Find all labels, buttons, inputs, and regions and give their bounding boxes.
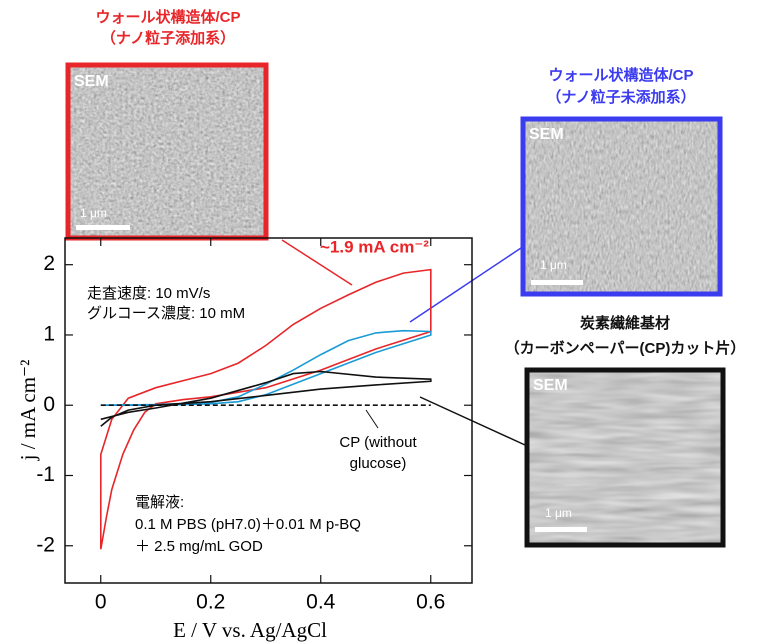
sem-panel: ウォール状構造体/CP （ナノ粒子添加系） SEM 1 μm <box>68 8 266 238</box>
peak-annotation: ~1.9 mA cm⁻² <box>320 237 429 256</box>
title: （ナノ粒子未添加系） <box>546 88 695 106</box>
sem-label: SEM <box>533 377 568 394</box>
sem-label: SEM <box>74 73 109 90</box>
sem-label: SEM <box>529 126 564 143</box>
scale-bar <box>531 280 583 285</box>
y-tick-label: -2 <box>36 533 55 556</box>
y-axis-label: j / mA cm⁻² <box>16 360 40 462</box>
scale-label: 1 μm <box>80 206 107 220</box>
scale-label: 1 μm <box>540 258 567 272</box>
annotation: CP (without <box>339 434 417 451</box>
scale-bar <box>76 225 130 230</box>
title: 炭素繊維基材 <box>580 314 670 332</box>
y-tick-label: 2 <box>43 252 55 275</box>
x-tick-label: 0.2 <box>196 591 225 614</box>
annotation: ＋ 2.5 mg/mL GOD <box>135 538 263 555</box>
connector <box>410 248 521 322</box>
sem-panel: 炭素繊維基材 （カーボンペーパー(CP)カット片） SEM 1 μm <box>505 314 746 545</box>
sem-panel: ウォール状構造体/CP （ナノ粒子未添加系） SEM 1 μm <box>523 66 720 294</box>
y-tick-label: 0 <box>43 393 55 416</box>
annotation: グルコース濃度: 10 mM <box>87 305 245 322</box>
y-tick-label: -1 <box>36 463 55 486</box>
connector <box>366 410 378 428</box>
annotation: glucose) <box>350 455 407 472</box>
x-tick-label: 0.4 <box>306 591 336 614</box>
x-tick-label: 0.6 <box>416 591 445 614</box>
title: ウォール状構造体/CP <box>548 66 693 84</box>
curve <box>101 331 431 406</box>
curve <box>101 372 431 427</box>
annotation: 電解液: <box>135 494 184 511</box>
scale-bar <box>535 527 587 532</box>
title: ウォール状構造体/CP <box>95 8 240 26</box>
x-axis-label: E / V vs. Ag/AgCl <box>173 618 327 642</box>
annotation: 0.1 M PBS (pH7.0)＋0.01 M p-BQ <box>135 516 361 533</box>
title: （ナノ粒子添加系） <box>101 29 235 47</box>
annotation: 走査速度: 10 mV/s <box>87 285 210 302</box>
scale-label: 1 μm <box>545 506 572 520</box>
figure: ウォール状構造体/CP （ナノ粒子添加系） SEM 1 μm ウォール状構造体/… <box>0 0 779 643</box>
title: （カーボンペーパー(CP)カット片） <box>505 339 746 357</box>
x-tick-label: 0 <box>95 591 107 614</box>
y-tick-label: 1 <box>43 323 55 346</box>
